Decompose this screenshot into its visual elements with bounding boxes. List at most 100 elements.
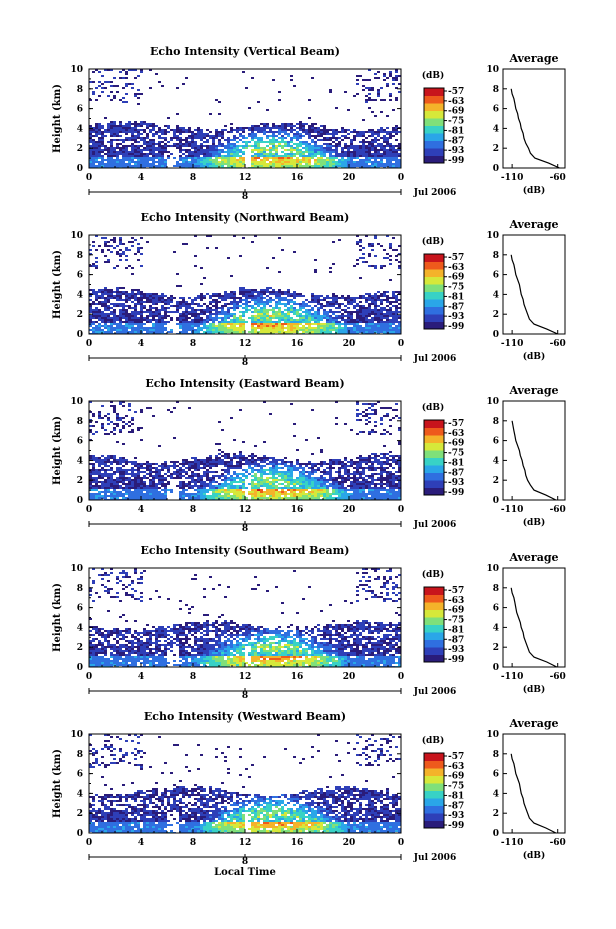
heatmap-cell — [173, 305, 176, 307]
heatmap-cell — [89, 305, 92, 307]
heatmap-cell — [239, 151, 242, 153]
heatmap-cell — [317, 313, 320, 315]
heatmap-cell — [347, 299, 350, 301]
heatmap-cell — [302, 125, 305, 127]
heatmap-cell — [122, 317, 125, 319]
heatmap-cell — [113, 433, 116, 435]
heatmap-cell — [188, 141, 191, 143]
heatmap-cell — [104, 305, 107, 307]
heatmap-cell — [392, 135, 395, 137]
heatmap-cell — [311, 315, 314, 317]
heatmap-cell — [125, 71, 128, 73]
heatmap-cell — [215, 489, 218, 491]
heatmap-cell — [200, 295, 203, 297]
x-tick-label: 4 — [138, 173, 144, 183]
heatmap-cell — [308, 309, 311, 311]
heatmap-cell — [290, 323, 293, 325]
heatmap-cell — [341, 313, 344, 315]
heatmap-cell — [359, 241, 362, 243]
heatmap-cell — [362, 165, 365, 167]
heatmap-cell — [233, 235, 236, 237]
heatmap-cell — [299, 141, 302, 143]
heatmap-cell — [305, 313, 308, 315]
heatmap-cell — [119, 329, 122, 331]
heatmap-cell — [395, 75, 398, 77]
heatmap-cell — [266, 311, 269, 313]
heatmap-cell — [122, 329, 125, 331]
heatmap-cell — [128, 325, 131, 327]
heatmap-cell — [209, 467, 212, 469]
heatmap-cell — [104, 309, 107, 311]
heatmap-cell — [245, 301, 248, 303]
heatmap-cell — [350, 313, 353, 315]
heatmap-cell — [398, 321, 401, 323]
heatmap-cell — [320, 323, 323, 325]
heatmap-cell — [296, 161, 299, 163]
heatmap-cell — [212, 321, 215, 323]
heatmap-cell — [374, 301, 377, 303]
heatmap-cell — [257, 315, 260, 317]
heatmap-cell — [296, 133, 299, 135]
heatmap-cell — [185, 329, 188, 331]
heatmap-cell — [326, 305, 329, 307]
heatmap-cell — [287, 123, 290, 125]
heatmap-cell — [332, 129, 335, 131]
heatmap-cell — [275, 297, 278, 299]
heatmap-cell — [242, 237, 245, 239]
colorbar-tick-label: -75 — [448, 283, 464, 293]
heatmap-cell — [251, 317, 254, 319]
heatmap-cell — [104, 303, 107, 305]
heatmap-cell — [140, 317, 143, 319]
heatmap-cell — [131, 497, 134, 499]
heatmap-cell — [155, 153, 158, 155]
heatmap-cell — [143, 487, 146, 489]
heatmap-cell — [371, 87, 374, 89]
heatmap-cell — [110, 329, 113, 331]
heatmap-cell — [290, 309, 293, 311]
heatmap-cell — [326, 157, 329, 159]
heatmap-cell — [266, 321, 269, 323]
heatmap-cell — [296, 151, 299, 153]
heatmap-cell — [224, 163, 227, 165]
heatmap-cell — [116, 153, 119, 155]
heatmap-cell — [308, 311, 311, 313]
heatmap-cell — [209, 145, 212, 147]
heatmap-cell — [224, 155, 227, 157]
heatmap-cell — [116, 125, 119, 127]
heatmap-cell — [107, 491, 110, 493]
heatmap-cell — [236, 307, 239, 309]
heatmap-cell — [278, 127, 281, 129]
heatmap-cell — [164, 163, 167, 165]
heatmap-cell — [233, 149, 236, 151]
heatmap-cell — [182, 493, 185, 495]
heatmap-cell — [257, 151, 260, 153]
heatmap-cell — [110, 133, 113, 135]
heatmap-cell — [209, 325, 212, 327]
heatmap-cell — [167, 471, 170, 473]
heatmap-cell — [107, 305, 110, 307]
heatmap-cell — [104, 481, 107, 483]
heatmap-cell — [95, 135, 98, 137]
heatmap-cell — [392, 321, 395, 323]
heatmap-cell — [101, 295, 104, 297]
heatmap-cell — [227, 155, 230, 157]
heatmap-cell — [290, 307, 293, 309]
heatmap-cell — [191, 307, 194, 309]
heatmap-cell — [113, 409, 116, 411]
heatmap-cell — [227, 295, 230, 297]
heatmap-cell — [395, 327, 398, 329]
heatmap-cell — [137, 153, 140, 155]
heatmap-cell — [242, 151, 245, 153]
heatmap-cell — [392, 297, 395, 299]
heatmap-cell — [155, 301, 158, 303]
heatmap-cell — [98, 331, 101, 333]
heatmap-cell — [326, 147, 329, 149]
heatmap-cell — [137, 485, 140, 487]
heatmap-cell — [227, 463, 230, 465]
heatmap-cell — [296, 293, 299, 295]
heatmap-cell — [182, 311, 185, 313]
heatmap-cell — [359, 309, 362, 311]
heatmap-cell — [317, 129, 320, 131]
heatmap-cell — [98, 415, 101, 417]
heatmap-cell — [308, 143, 311, 145]
